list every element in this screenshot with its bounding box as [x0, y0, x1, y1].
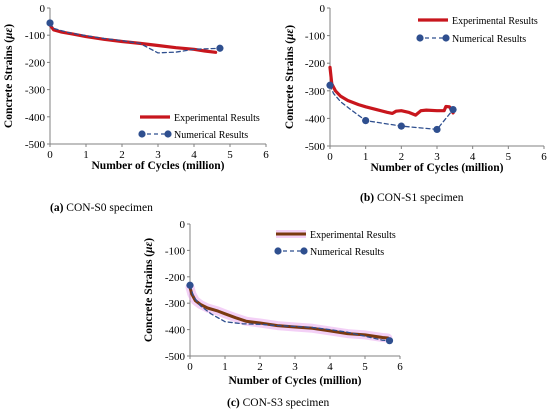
chart-3: 0 1 2 3 4 5 6 0 -100 -200 -300 -400 -500 Number of Cy… [143, 219, 403, 409]
experimental-series-line [48, 23, 218, 54]
y-axis-label-main: Concrete Strains ( [284, 40, 296, 129]
legend-marker [138, 130, 146, 138]
numerical-series-line [189, 284, 391, 342]
x-tick-label: 1 [222, 361, 228, 373]
y-axis-label-unit: με [143, 241, 155, 253]
y-axis-label: Concrete Strains (με) [3, 24, 15, 128]
x-tick-label: 5 [506, 151, 512, 163]
y-tick-label: -300 [305, 86, 326, 98]
x-tick-label: 6 [263, 149, 269, 161]
numerical-data-point [362, 117, 370, 125]
x-tick-label: 5 [227, 149, 233, 161]
y-axis-label-unit: με [284, 28, 296, 40]
numerical-series-line [49, 22, 221, 54]
x-tick-label: 3 [292, 361, 298, 373]
legend-marker [164, 130, 172, 138]
y-tick-label: -300 [25, 85, 46, 97]
x-axis-label: Number of Cycles (million) [371, 162, 504, 174]
chart-2: 0 1 2 3 4 5 6 0 -100 -200 -300 -400 -500 Number of Cy… [284, 3, 547, 204]
y-axis-label-unit: με [3, 27, 15, 39]
x-tick-label: 0 [47, 149, 53, 161]
caption-text: CON-S3 specimen [240, 397, 330, 409]
x-axis-label: Number of Cycles (million) [229, 375, 362, 387]
experimental-series-line [328, 65, 455, 117]
x-tick-label: 1 [83, 149, 89, 161]
x-tick-label: 3 [155, 149, 161, 161]
legend-label-numerical: Numerical Results [310, 247, 384, 258]
numerical-data-point [186, 281, 194, 289]
legend-label-numerical: Numerical Results [452, 34, 526, 45]
y-tick-label: -100 [305, 31, 326, 43]
x-tick-label: 6 [541, 151, 547, 163]
numerical-data-point [326, 81, 334, 89]
x-tick-label: 4 [327, 361, 333, 373]
x-tick-label: 6 [397, 361, 403, 373]
legend-marker [442, 34, 450, 42]
y-axis-label-main: Concrete Strains ( [3, 39, 15, 128]
legend-label-experimental: Experimental Results [452, 16, 538, 27]
y-axis-label-end: ) [284, 25, 296, 29]
y-axis-label-main: Concrete Strains ( [143, 253, 155, 342]
chart-caption: (a) CON-S0 specimen [50, 202, 153, 214]
chart-1: 0 1 2 3 4 5 6 0 -100 -200 -300 -400 -500 Number of Cy… [3, 3, 269, 214]
y-tick-label: -500 [25, 139, 46, 151]
y-tick-label: -500 [305, 141, 326, 153]
x-tick-label: 0 [327, 151, 333, 163]
legend-label-numerical: Numerical Results [174, 130, 248, 141]
y-tick-label: -100 [25, 30, 46, 42]
y-tick-label: 0 [180, 219, 186, 231]
y-axis-label-end: ) [143, 238, 155, 242]
legend-marker [274, 247, 282, 255]
caption-letter: (c) [227, 397, 240, 409]
numerical-data-point [385, 337, 394, 345]
x-tick-label: 1 [363, 151, 369, 163]
legend-marker [416, 34, 424, 42]
y-axis-label: Concrete Strains (με) [284, 25, 296, 129]
y-axis-label-end: ) [3, 24, 15, 28]
x-tick-label: 5 [362, 361, 368, 373]
legend-marker [300, 247, 308, 255]
x-axis-label: Number of Cycles (million) [92, 160, 225, 172]
y-tick-label: -400 [305, 113, 326, 125]
y-tick-label: -500 [165, 351, 186, 363]
y-tick-label: -200 [305, 58, 326, 70]
x-tick-label: 4 [191, 149, 197, 161]
caption-letter: (b) [360, 192, 374, 204]
y-tick-label: -300 [165, 298, 186, 310]
y-tick-label: -400 [25, 112, 46, 124]
legend-label-experimental: Experimental Results [174, 113, 260, 124]
numerical-series-line [329, 84, 454, 131]
numerical-data-point [216, 44, 224, 52]
y-tick-label: 0 [320, 3, 326, 15]
x-tick-label: 2 [399, 151, 405, 163]
y-tick-label: -200 [165, 272, 186, 284]
numerical-data-point [397, 122, 405, 130]
numerical-data-point [433, 125, 441, 134]
chart-caption: (c) CON-S3 specimen [227, 397, 329, 409]
x-tick-label: 4 [470, 151, 476, 163]
y-tick-label: 0 [40, 3, 46, 15]
y-axis-label: Concrete Strains (με) [143, 238, 155, 342]
legend-label-experimental: Experimental Results [310, 230, 396, 241]
chart-caption: (b) CON-S1 specimen [360, 192, 464, 204]
y-tick-label: -200 [25, 57, 46, 69]
x-tick-label: 3 [434, 151, 440, 163]
x-tick-label: 0 [187, 361, 193, 373]
caption-text: CON-S0 specimen [63, 202, 153, 214]
numerical-data-point [449, 105, 457, 114]
y-tick-label: -100 [165, 245, 186, 257]
caption-text: CON-S1 specimen [374, 192, 464, 204]
y-tick-label: -400 [165, 325, 186, 337]
x-tick-label: 2 [119, 149, 125, 161]
numerical-data-point [46, 19, 54, 27]
caption-letter: (a) [50, 202, 64, 214]
x-tick-label: 2 [257, 361, 263, 373]
